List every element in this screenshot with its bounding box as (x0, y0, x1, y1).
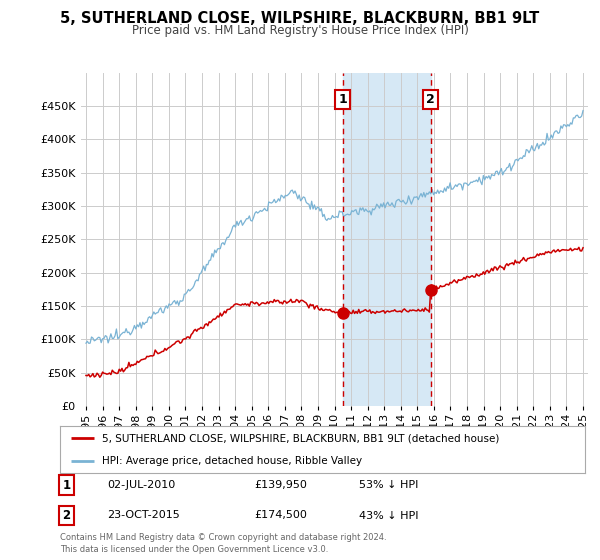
Text: HPI: Average price, detached house, Ribble Valley: HPI: Average price, detached house, Ribb… (102, 456, 362, 466)
Text: 43% ↓ HPI: 43% ↓ HPI (359, 511, 419, 520)
Text: 5, SUTHERLAND CLOSE, WILPSHIRE, BLACKBURN, BB1 9LT: 5, SUTHERLAND CLOSE, WILPSHIRE, BLACKBUR… (61, 11, 539, 26)
Text: Price paid vs. HM Land Registry's House Price Index (HPI): Price paid vs. HM Land Registry's House … (131, 24, 469, 37)
Text: 1: 1 (62, 479, 70, 492)
Text: 23-OCT-2015: 23-OCT-2015 (107, 511, 180, 520)
Text: 2: 2 (426, 93, 435, 106)
Text: 02-JUL-2010: 02-JUL-2010 (107, 480, 176, 491)
Text: 5, SUTHERLAND CLOSE, WILPSHIRE, BLACKBURN, BB1 9LT (detached house): 5, SUTHERLAND CLOSE, WILPSHIRE, BLACKBUR… (102, 433, 499, 444)
Bar (343, 73, 431, 406)
Text: 1: 1 (338, 93, 347, 106)
Text: Contains HM Land Registry data © Crown copyright and database right 2024.
This d: Contains HM Land Registry data © Crown c… (60, 533, 386, 554)
Text: £174,500: £174,500 (254, 511, 307, 520)
Text: £139,950: £139,950 (254, 480, 307, 491)
Text: 53% ↓ HPI: 53% ↓ HPI (359, 480, 419, 491)
Text: 2: 2 (62, 509, 70, 522)
